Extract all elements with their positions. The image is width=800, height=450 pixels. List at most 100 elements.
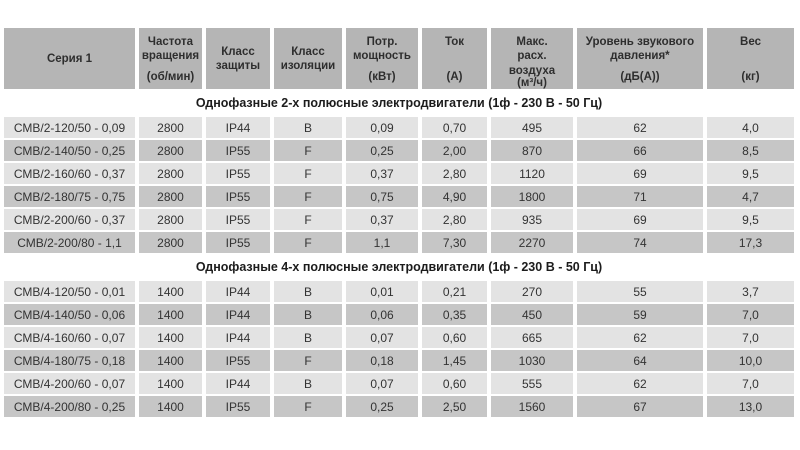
table-row: СМВ/4-120/50 - 0,01 1400 IP44 B 0,01 0,21 270 5… — [4, 281, 794, 302]
value-cell-weight: 7,0 — [707, 373, 794, 394]
col-title: Потр. мощность — [353, 36, 411, 63]
value-cell-weight: 13,0 — [707, 396, 794, 417]
value-cell-airflow: 665 — [491, 327, 573, 348]
value-cell-sound-level: 62 — [577, 117, 703, 138]
value-cell-protection-class: IP55 — [206, 186, 270, 207]
value-cell-protection-class: IP55 — [206, 350, 270, 371]
value-cell-speed: 2800 — [139, 209, 202, 230]
value-cell-insulation-class: F — [274, 396, 342, 417]
value-cell-protection-class: IP55 — [206, 232, 270, 253]
value-cell-power: 0,25 — [346, 396, 418, 417]
model-cell: СМВ/4-180/75 - 0,18 — [4, 350, 135, 371]
value-cell-airflow: 870 — [491, 140, 573, 161]
col-unit: (А) — [446, 70, 463, 83]
value-cell-airflow: 555 — [491, 373, 573, 394]
value-cell-insulation-class: B — [274, 117, 342, 138]
value-cell-current: 0,35 — [422, 304, 487, 325]
section-heading: Однофазные 4-х полюсные электродвигатели… — [4, 255, 794, 279]
value-cell-insulation-class: B — [274, 327, 342, 348]
col-title: Макс. расх. воздуха — [508, 36, 556, 77]
section-row: Однофазные 2-х полюсные электродвигатели… — [4, 91, 794, 115]
col-title: Ток — [444, 36, 465, 48]
table-row: СМВ/2-120/50 - 0,09 2800 IP44 B 0,09 0,70 495 6… — [4, 117, 794, 138]
value-cell-speed: 2800 — [139, 117, 202, 138]
col-header-current: Ток (А) — [422, 28, 487, 89]
table-row: СМВ/2-180/75 - 0,75 2800 IP55 F 0,75 4,90 1800… — [4, 186, 794, 207]
table-row: СМВ/4-180/75 - 0,18 1400 IP55 F 0,18 1,45 1030… — [4, 350, 794, 371]
value-cell-current: 7,30 — [422, 232, 487, 253]
value-cell-speed: 1400 — [139, 350, 202, 371]
value-cell-protection-class: IP55 — [206, 140, 270, 161]
col-header-content: Серия 1 — [4, 28, 135, 89]
model-cell: СМВ/4-120/50 - 0,01 — [4, 281, 135, 302]
value-cell-protection-class: IP55 — [206, 396, 270, 417]
value-cell-weight: 17,3 — [707, 232, 794, 253]
value-cell-power: 0,09 — [346, 117, 418, 138]
col-unit: (дБ(А)) — [620, 70, 660, 83]
value-cell-protection-class: IP44 — [206, 327, 270, 348]
model-cell: СМВ/2-120/50 - 0,09 — [4, 117, 135, 138]
value-cell-airflow: 270 — [491, 281, 573, 302]
value-cell-protection-class: IP44 — [206, 373, 270, 394]
col-header-speed: Частота вращения (об/мин) — [139, 28, 202, 89]
col-header-insulation-class: Класс изоляции — [274, 28, 342, 89]
value-cell-sound-level: 62 — [577, 327, 703, 348]
value-cell-power: 0,37 — [346, 163, 418, 184]
col-title: Частота вращения — [141, 36, 200, 63]
col-header-power: Потр. мощность (кВт) — [346, 28, 418, 89]
table-row: СМВ/4-200/80 - 0,25 1400 IP55 F 0,25 2,50 1560… — [4, 396, 794, 417]
value-cell-power: 0,07 — [346, 327, 418, 348]
model-cell: СМВ/2-200/80 - 1,1 — [4, 232, 135, 253]
value-cell-insulation-class: B — [274, 281, 342, 302]
value-cell-power: 0,18 — [346, 350, 418, 371]
col-unit: (кг) — [741, 70, 760, 83]
value-cell-sound-level: 69 — [577, 163, 703, 184]
value-cell-weight: 8,5 — [707, 140, 794, 161]
value-cell-airflow: 1120 — [491, 163, 573, 184]
section-heading: Однофазные 2-х полюсные электродвигатели… — [4, 91, 794, 115]
value-cell-sound-level: 66 — [577, 140, 703, 161]
model-cell: СМВ/4-140/50 - 0,06 — [4, 304, 135, 325]
table-row: СМВ/2-200/60 - 0,37 2800 IP55 F 0,37 2,80 935 6… — [4, 209, 794, 230]
model-cell: СМВ/4-200/60 - 0,07 — [4, 373, 135, 394]
value-cell-insulation-class: F — [274, 209, 342, 230]
value-cell-sound-level: 55 — [577, 281, 703, 302]
value-cell-weight: 9,5 — [707, 163, 794, 184]
table-row: СМВ/4-140/50 - 0,06 1400 IP44 B 0,06 0,35 450 5… — [4, 304, 794, 325]
value-cell-power: 0,01 — [346, 281, 418, 302]
col-header-protection-class: Класс защиты — [206, 28, 270, 89]
value-cell-weight: 4,7 — [707, 186, 794, 207]
value-cell-speed: 2800 — [139, 186, 202, 207]
model-cell: СМВ/4-160/60 - 0,07 — [4, 327, 135, 348]
value-cell-current: 4,90 — [422, 186, 487, 207]
col-title: Класс изоляции — [280, 45, 336, 72]
table-row: СМВ/4-160/60 - 0,07 1400 IP44 B 0,07 0,60 665 6… — [4, 327, 794, 348]
value-cell-weight: 7,0 — [707, 327, 794, 348]
value-cell-current: 2,80 — [422, 163, 487, 184]
model-cell: СМВ/4-200/80 - 0,25 — [4, 396, 135, 417]
col-title: Класс защиты — [215, 45, 261, 72]
value-cell-power: 0,75 — [346, 186, 418, 207]
value-cell-sound-level: 62 — [577, 373, 703, 394]
value-cell-power: 0,25 — [346, 140, 418, 161]
value-cell-weight: 9,5 — [707, 209, 794, 230]
value-cell-weight: 3,7 — [707, 281, 794, 302]
value-cell-airflow: 935 — [491, 209, 573, 230]
col-header-content: Уровень звукового давления* (дБ(А)) — [577, 28, 703, 89]
value-cell-current: 0,70 — [422, 117, 487, 138]
col-header-content: Потр. мощность (кВт) — [346, 28, 418, 89]
table-row: СМВ/2-160/60 - 0,37 2800 IP55 F 0,37 2,80 1120… — [4, 163, 794, 184]
model-cell: СМВ/2-140/50 - 0,25 — [4, 140, 135, 161]
value-cell-protection-class: IP44 — [206, 117, 270, 138]
value-cell-current: 2,50 — [422, 396, 487, 417]
value-cell-sound-level: 69 — [577, 209, 703, 230]
value-cell-speed: 1400 — [139, 281, 202, 302]
value-cell-current: 2,00 — [422, 140, 487, 161]
model-cell: СМВ/2-180/75 - 0,75 — [4, 186, 135, 207]
value-cell-insulation-class: F — [274, 163, 342, 184]
value-cell-airflow: 1560 — [491, 396, 573, 417]
model-cell: СМВ/2-200/60 - 0,37 — [4, 209, 135, 230]
catalog-page: Серия 1 Частота вращения (об/мин) Класс защ… — [4, 28, 794, 417]
value-cell-airflow: 450 — [491, 304, 573, 325]
header-row: Серия 1 Частота вращения (об/мин) Класс защ… — [4, 28, 794, 89]
